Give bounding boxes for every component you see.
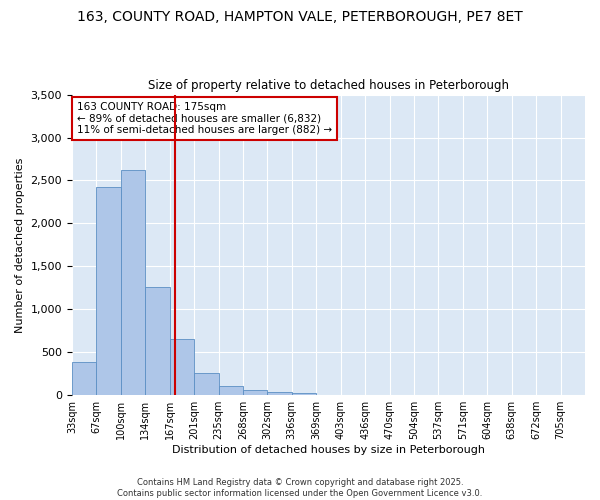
Text: Contains HM Land Registry data © Crown copyright and database right 2025.
Contai: Contains HM Land Registry data © Crown c…	[118, 478, 482, 498]
X-axis label: Distribution of detached houses by size in Peterborough: Distribution of detached houses by size …	[172, 445, 485, 455]
Bar	[97, 188, 121, 395]
Bar	[292, 394, 316, 395]
Bar	[268, 392, 292, 395]
Bar	[194, 373, 218, 395]
Title: Size of property relative to detached houses in Peterborough: Size of property relative to detached ho…	[148, 79, 509, 92]
Bar	[121, 170, 145, 395]
Bar	[145, 287, 170, 395]
Bar	[243, 390, 268, 395]
Text: 163, COUNTY ROAD, HAMPTON VALE, PETERBOROUGH, PE7 8ET: 163, COUNTY ROAD, HAMPTON VALE, PETERBOR…	[77, 10, 523, 24]
Y-axis label: Number of detached properties: Number of detached properties	[15, 157, 25, 332]
Bar	[218, 386, 243, 395]
Text: 163 COUNTY ROAD: 175sqm
← 89% of detached houses are smaller (6,832)
11% of semi: 163 COUNTY ROAD: 175sqm ← 89% of detache…	[77, 102, 332, 136]
Bar	[72, 362, 97, 395]
Bar	[170, 340, 194, 395]
